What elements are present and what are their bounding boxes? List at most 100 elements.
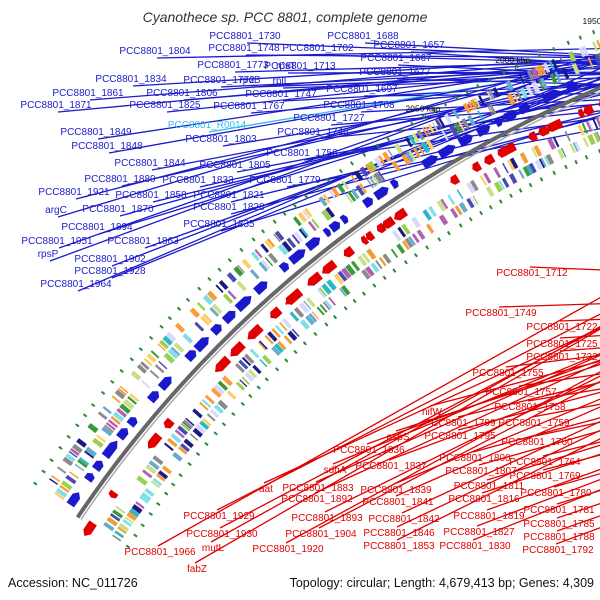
forward-gene-arrow — [221, 310, 236, 325]
forward-category-block — [167, 348, 179, 360]
gc-mark — [564, 164, 568, 170]
reverse-category-block — [299, 319, 311, 330]
reverse-category-block — [508, 173, 518, 184]
forward-category-block — [140, 379, 151, 389]
reverse-category-block — [235, 381, 246, 391]
reverse-gene-arrow — [528, 130, 539, 142]
reverse-category-block — [129, 508, 140, 518]
gc-mark — [479, 210, 483, 216]
reverse-gene-label: PCC8801_1846 — [363, 528, 435, 539]
reverse-category-block — [341, 285, 351, 296]
forward-category-block — [488, 89, 496, 100]
reverse-category-block — [213, 384, 225, 395]
forward-gene-arrow — [493, 116, 503, 128]
forward-category-block — [297, 212, 308, 223]
forward-category-block — [373, 156, 384, 168]
forward-category-block — [597, 52, 600, 60]
forward-category-block — [525, 84, 534, 96]
gc-mark — [217, 267, 222, 272]
reverse-category-block — [156, 473, 166, 482]
forward-category-block — [260, 243, 270, 253]
reverse-category-block — [531, 147, 538, 158]
reverse-category-block — [183, 438, 194, 449]
reverse-category-block — [538, 158, 545, 169]
gc-mark — [425, 245, 430, 250]
reverse-gene-label: PCC8801_1807 — [445, 466, 517, 477]
gc-mark — [100, 390, 106, 395]
gc-mark — [82, 413, 88, 418]
gc-mark — [204, 441, 209, 447]
forward-category-block — [457, 120, 465, 132]
reverse-category-block — [124, 516, 134, 524]
forward-category-block — [274, 230, 285, 241]
leader-line-forward — [89, 59, 600, 101]
forward-category-block — [408, 150, 417, 162]
reverse-category-block — [361, 252, 371, 264]
gc-mark — [187, 462, 192, 467]
forward-category-block — [69, 471, 79, 479]
forward-category-block — [519, 74, 525, 85]
leader-line-reverse — [395, 406, 600, 497]
reverse-category-block — [401, 240, 411, 250]
forward-category-block — [215, 284, 224, 294]
forward-gene-label: PCC8801_1848 — [71, 141, 143, 152]
gc-mark — [33, 481, 38, 486]
gc-mark — [326, 178, 331, 183]
forward-category-block — [105, 422, 116, 431]
reverse-category-block — [454, 205, 463, 216]
forward-gene-label: rpsT — [276, 61, 296, 72]
gc-mark — [437, 237, 442, 242]
leader-line-forward — [152, 92, 600, 203]
reverse-category-block — [118, 523, 130, 533]
reverse-category-block — [378, 256, 387, 267]
reverse-category-block — [396, 243, 406, 254]
gene-labels: PCC8801_1688 PCC8801_1730 PCC8801_1657 PCC8… — [20, 31, 598, 575]
reverse-gene-label: PCC8801_1764 — [509, 457, 581, 468]
gc-mark — [256, 385, 261, 390]
leader-line-reverse — [285, 371, 600, 544]
forward-category-block — [277, 244, 289, 256]
forward-category-block — [57, 466, 67, 474]
forward-gene-arrow — [253, 281, 268, 296]
reverse-category-block — [199, 420, 210, 431]
reverse-category-block — [470, 179, 479, 192]
forward-category-block — [281, 240, 293, 253]
reverse-category-block — [192, 408, 203, 419]
reverse-gene-label: fabZ — [187, 564, 207, 575]
reverse-gene-label: PCC8801_1930 — [186, 529, 258, 540]
reverse-category-block — [316, 288, 326, 299]
reverse-category-block — [283, 335, 293, 345]
reverse-category-block — [585, 120, 593, 132]
forward-category-block — [526, 70, 535, 81]
reverse-category-block — [479, 175, 488, 186]
forward-gene-label: PCC8801_1702 — [282, 43, 354, 54]
reverse-category-block — [339, 287, 347, 297]
reverse-gene-label: PCC8801_1966 — [124, 547, 196, 558]
gc-mark — [584, 155, 589, 160]
reverse-category-block — [277, 340, 287, 351]
forward-category-block — [72, 443, 83, 454]
reverse-gene-label: PCC8801_1819 — [453, 511, 525, 522]
leader-line-forward — [108, 65, 600, 154]
reverse-category-block — [519, 152, 529, 164]
forward-gene-label: PCC8801_1688 — [327, 31, 399, 42]
reverse-gene-label: PCC8801_1795 — [424, 431, 496, 442]
forward-category-block — [347, 191, 357, 202]
gc-mark — [264, 377, 269, 382]
reverse-category-block — [142, 469, 153, 479]
forward-gene-label: PCC8801_1747 — [245, 89, 317, 100]
gc-mark — [324, 322, 329, 327]
forward-category-block — [355, 184, 365, 197]
forward-category-block — [165, 331, 177, 343]
gc-mark — [125, 544, 131, 549]
forward-category-block — [261, 259, 271, 270]
forward-category-block — [302, 209, 310, 220]
reverse-category-block — [264, 334, 274, 345]
reverse-gene-arrow — [583, 104, 595, 116]
forward-gene-arrow — [304, 237, 321, 252]
gc-mark — [315, 185, 320, 191]
leader-line-reverse — [216, 313, 600, 511]
reverse-category-block — [428, 205, 438, 217]
leader-line-reverse — [396, 429, 600, 528]
forward-gene-label: PCC8801_1835 — [183, 219, 255, 230]
